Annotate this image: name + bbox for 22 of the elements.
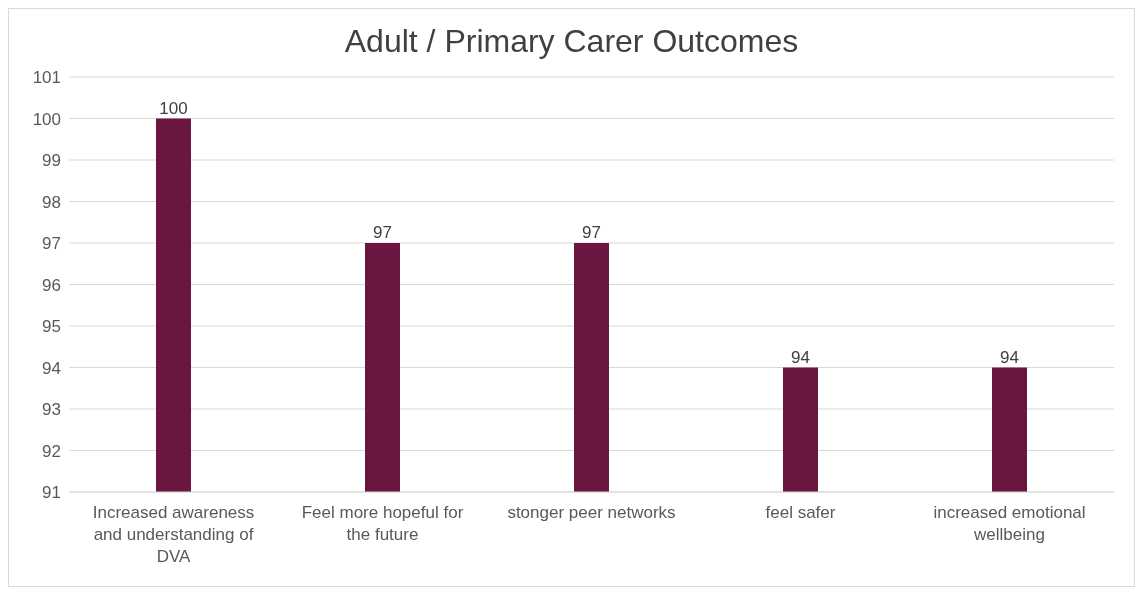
y-tick-label: 97 (42, 234, 61, 254)
x-tick-label: feel safer (765, 503, 836, 522)
y-tick-label: 100 (32, 109, 61, 129)
data-label: 94 (1000, 347, 1019, 367)
y-tick-label: 99 (42, 151, 61, 171)
chart-title: Adult / Primary Carer Outcomes (343, 23, 800, 61)
y-tick-label: 91 (42, 483, 61, 503)
x-tick-label: Feel more hopeful for the future (301, 503, 464, 544)
data-label: 97 (373, 223, 392, 242)
y-tick-label: 98 (42, 192, 61, 212)
y-tick-label: 93 (42, 400, 61, 420)
x-tick-label: stonger peer networks (507, 503, 676, 522)
y-tick-label: 94 (42, 358, 61, 378)
y-tick-label: 92 (42, 441, 61, 461)
y-tick-label: 95 (42, 317, 61, 337)
data-label: 100 (159, 98, 188, 118)
x-tick-label: Increased awareness and understanding of DVA (92, 503, 255, 566)
y-tick-label: 101 (32, 68, 61, 88)
x-tick-label: increased emotional wellbeing (933, 503, 1086, 544)
y-tick-label: 96 (42, 275, 61, 295)
data-label: 94 (791, 347, 810, 367)
data-label: 97 (582, 223, 601, 242)
